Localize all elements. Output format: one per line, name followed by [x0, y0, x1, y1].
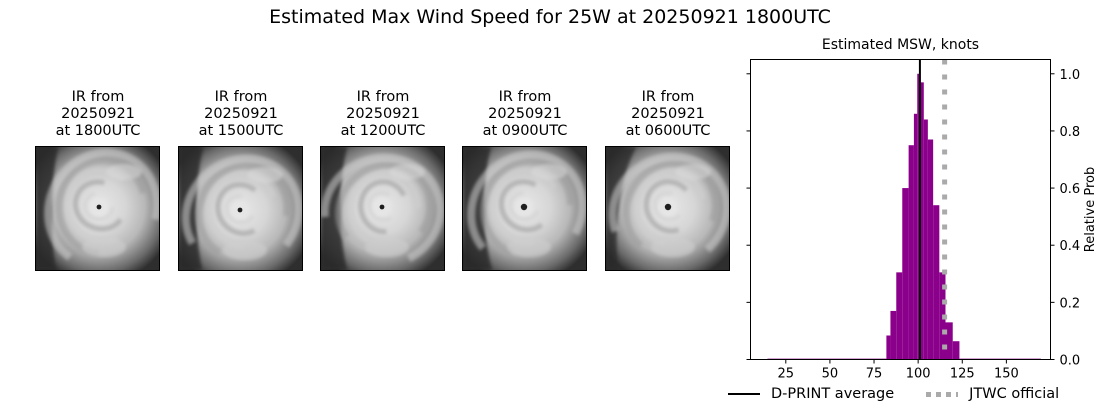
ir-panel: IR from 20250921 at 1800UTC	[35, 89, 161, 140]
histogram-bar	[896, 272, 903, 360]
ir-satellite-image	[35, 146, 160, 271]
legend-label-jtwc: JTWC official	[969, 386, 1060, 402]
histogram-bar	[886, 335, 891, 360]
y-tick-label: 0.0	[1060, 354, 1081, 369]
figure-title: Estimated Max Wind Speed for 25W at 2025…	[269, 6, 831, 28]
y-tick-label: 0.6	[1060, 182, 1081, 197]
ir-panel-title: IR from 20250921 at 0600UTC	[625, 89, 711, 139]
ir-satellite-image	[178, 146, 303, 271]
ir-satellite-image	[605, 146, 730, 271]
ir-panel-title: IR from 20250921 at 0900UTC	[482, 89, 568, 139]
y-axis-label: Relative Prob	[1083, 167, 1098, 252]
histogram-bar	[902, 188, 909, 360]
histogram-bar	[917, 73, 920, 360]
x-tick-label: 50	[822, 367, 839, 382]
y-tick-label: 1.0	[1060, 68, 1081, 83]
ir-panel-title: IR from 20250921 at 1200UTC	[340, 89, 426, 139]
ir-panel-title: IR from 20250921 at 1800UTC	[55, 89, 141, 139]
ir-panel: IR from 20250921 at 0600UTC	[605, 89, 731, 140]
histogram-bar	[952, 341, 960, 360]
solid-line-icon	[728, 393, 760, 395]
dotted-line-icon	[926, 391, 959, 397]
histogram-bar	[913, 113, 918, 360]
plot-frame	[750, 59, 1051, 360]
ir-satellite-image	[320, 146, 445, 271]
histogram-bar	[890, 310, 897, 360]
y-tick-label: 0.4	[1060, 239, 1081, 254]
x-tick-label: 150	[994, 367, 1019, 382]
y-tick-label: 0.8	[1060, 125, 1081, 140]
histogram-bar	[923, 119, 928, 360]
x-tick-label: 100	[906, 367, 931, 382]
legend-item-jtwc: JTWC official	[926, 386, 1059, 402]
ir-panel: IR from 20250921 at 1200UTC	[320, 89, 446, 140]
x-tick-label: 125	[950, 367, 975, 382]
histogram-bar	[927, 139, 934, 360]
x-tick-label: 25	[778, 367, 795, 382]
chart-legend: D-PRINT average JTWC official	[728, 386, 1059, 402]
histogram-bar	[945, 322, 953, 360]
x-tick-label: 75	[866, 367, 883, 382]
histogram-bar	[919, 82, 924, 360]
ir-panel: IR from 20250921 at 0900UTC	[462, 89, 588, 140]
legend-item-dprint: D-PRINT average	[728, 386, 894, 402]
legend-label-dprint: D-PRINT average	[771, 386, 895, 402]
ir-panel-title: IR from 20250921 at 1500UTC	[198, 89, 284, 139]
ir-satellite-image	[462, 146, 587, 271]
chart-title: Estimated MSW, knots	[821, 37, 980, 53]
histogram-bar	[933, 205, 940, 360]
histogram-bar	[908, 145, 914, 360]
y-tick-label: 0.2	[1060, 296, 1081, 311]
ir-panel: IR from 20250921 at 1500UTC	[178, 89, 304, 140]
